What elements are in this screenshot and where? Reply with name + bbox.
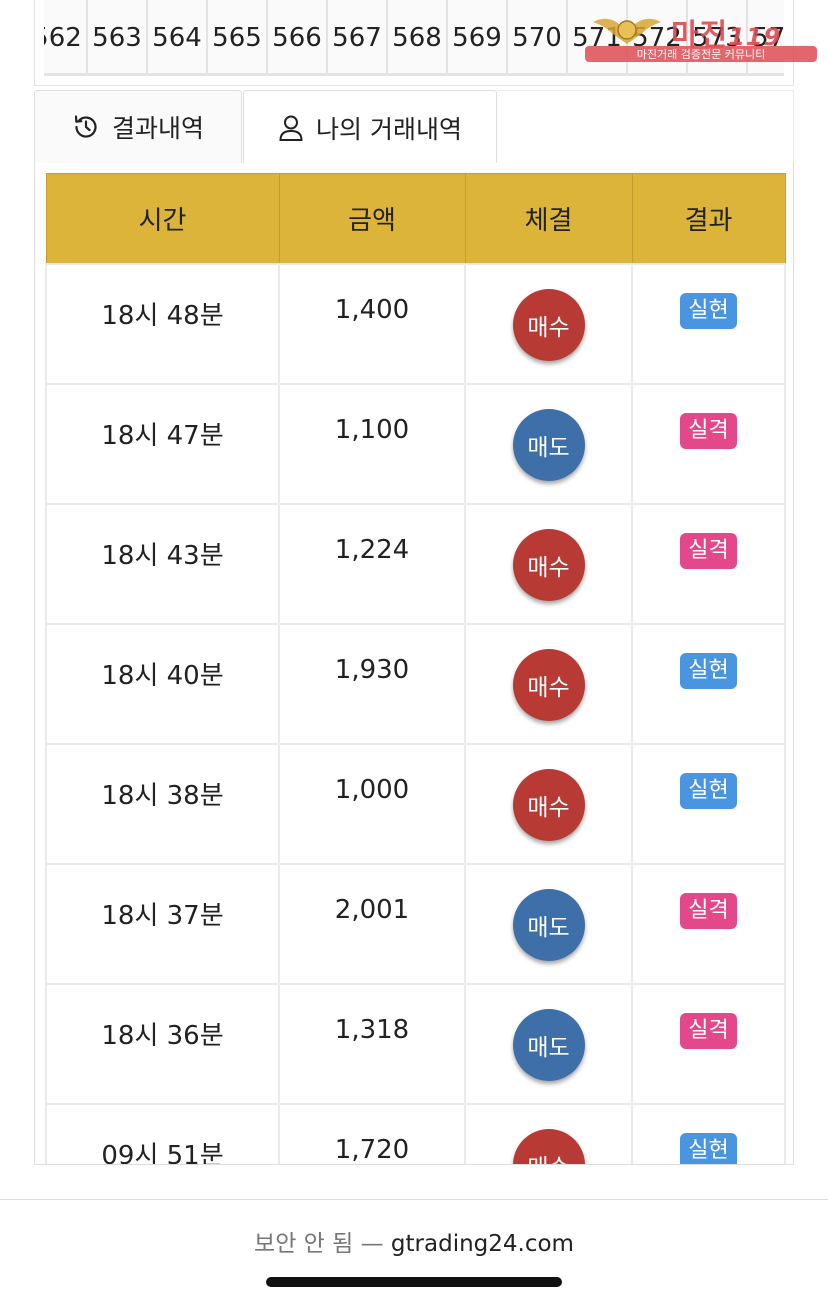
trade-history-table: 시간 금액 체결 결과 18시 48분 1,400 매수 실현 18시 47분 1,100…: [45, 173, 786, 1164]
history-icon: [74, 115, 97, 138]
cell-trade: 매도: [464, 982, 633, 1105]
watermark-subtitle: 마진거래 검증전문 커뮤니티: [585, 46, 817, 62]
page-number[interactable]: 563: [88, 0, 148, 73]
table-row: 18시 40분 1,930 매수 실현: [45, 622, 786, 745]
result-badge: 실격: [680, 892, 737, 929]
sell-indicator: 매도: [512, 888, 585, 961]
table-row: 18시 37분 2,001 매도 실격: [45, 862, 786, 985]
result-badge: 실현: [680, 772, 737, 809]
buy-indicator: 매수: [512, 648, 585, 721]
sell-indicator: 매도: [512, 1008, 585, 1081]
tab-results[interactable]: 결과내역: [34, 90, 242, 164]
column-header-trade: 체결: [464, 173, 633, 264]
page-number[interactable]: 566: [268, 0, 328, 73]
cell-amount: 1,000: [278, 742, 466, 865]
page-number[interactable]: 567: [328, 0, 388, 73]
cell-time: 09시 51분: [45, 1102, 280, 1164]
cell-amount: 1,318: [278, 982, 466, 1105]
table-row: 18시 38분 1,000 매수 실현: [45, 742, 786, 865]
user-icon: [279, 115, 303, 141]
column-header-time: 시간: [45, 173, 280, 264]
table-row: 18시 43분 1,224 매수 실격: [45, 502, 786, 625]
cell-time: 18시 36분: [45, 982, 280, 1105]
tab-bar: 결과내역 나의 거래내역: [34, 90, 794, 164]
cell-time: 18시 38분: [45, 742, 280, 865]
tab-my-trades[interactable]: 나의 거래내역: [243, 90, 497, 164]
cell-trade: 매수: [464, 622, 633, 745]
cell-result: 실현: [631, 742, 786, 865]
cell-time: 18시 40분: [45, 622, 280, 745]
eagle-badge-icon: [593, 18, 661, 44]
cell-result: 실현: [631, 1102, 786, 1164]
cell-amount: 1,720: [278, 1102, 466, 1164]
cell-time: 18시 37분: [45, 862, 280, 985]
result-badge: 실격: [680, 1012, 737, 1049]
cell-time: 18시 43분: [45, 502, 280, 625]
cell-amount: 1,400: [278, 262, 466, 385]
cell-amount: 1,930: [278, 622, 466, 745]
url-separator: —: [360, 1231, 384, 1257]
tab-bar-filler: [497, 90, 794, 164]
cell-result: 실격: [631, 382, 786, 505]
sell-indicator: 매도: [512, 408, 585, 481]
cell-result: 실격: [631, 862, 786, 985]
home-indicator[interactable]: [266, 1277, 562, 1287]
tab-my-trades-label: 나의 거래내역: [316, 114, 462, 144]
security-label: 보안 안 됨: [254, 1231, 354, 1257]
cell-result: 실격: [631, 502, 786, 625]
cell-trade: 매수: [464, 742, 633, 865]
table-header-row: 시간 금액 체결 결과: [45, 173, 786, 264]
buy-indicator: 매수: [512, 288, 585, 361]
table-row: 18시 48분 1,400 매수 실현: [45, 262, 786, 385]
column-header-result: 결과: [631, 173, 786, 264]
browser-toolbar-divider: [0, 1199, 828, 1200]
table-row: 18시 36분 1,318 매도 실격: [45, 982, 786, 1105]
buy-indicator: 매수: [512, 768, 585, 841]
cell-time: 18시 47분: [45, 382, 280, 505]
page-number[interactable]: 562: [44, 0, 88, 73]
cell-trade: 매도: [464, 382, 633, 505]
watermark-logo: 마진119 마진거래 검증전문 커뮤니티: [585, 8, 817, 64]
pagination-strip: 562563564565566567568569570571572573574: [44, 0, 784, 76]
tab-results-label: 결과내역: [111, 114, 204, 143]
cell-amount: 1,224: [278, 502, 466, 625]
cell-amount: 1,100: [278, 382, 466, 505]
cell-time: 18시 48분: [45, 262, 280, 385]
result-badge: 실격: [680, 412, 737, 449]
result-badge: 실현: [680, 1132, 737, 1164]
page-number[interactable]: 570: [508, 0, 568, 73]
cell-trade: 매수: [464, 262, 633, 385]
cell-result: 실현: [631, 622, 786, 745]
cell-result: 실현: [631, 262, 786, 385]
result-badge: 실현: [680, 652, 737, 689]
cell-result: 실격: [631, 982, 786, 1105]
cell-amount: 2,001: [278, 862, 466, 985]
page-number[interactable]: 569: [448, 0, 508, 73]
url-domain: gtrading24.com: [390, 1231, 574, 1257]
result-badge: 실현: [680, 292, 737, 329]
cell-trade: 매도: [464, 862, 633, 985]
table-row: 18시 47분 1,100 매도 실격: [45, 382, 786, 505]
page-number[interactable]: 568: [388, 0, 448, 73]
trade-history-panel: 시간 금액 체결 결과 18시 48분 1,400 매수 실현 18시 47분 1,100…: [34, 163, 794, 1165]
address-bar[interactable]: 보안 안 됨 — gtrading24.com: [0, 1224, 828, 1258]
result-badge: 실격: [680, 532, 737, 569]
buy-indicator: 매수: [512, 1128, 585, 1164]
page-number[interactable]: 565: [208, 0, 268, 73]
column-header-amount: 금액: [278, 173, 466, 264]
cell-trade: 매수: [464, 502, 633, 625]
page-number[interactable]: 564: [148, 0, 208, 73]
cell-trade: 매수: [464, 1102, 633, 1164]
buy-indicator: 매수: [512, 528, 585, 601]
